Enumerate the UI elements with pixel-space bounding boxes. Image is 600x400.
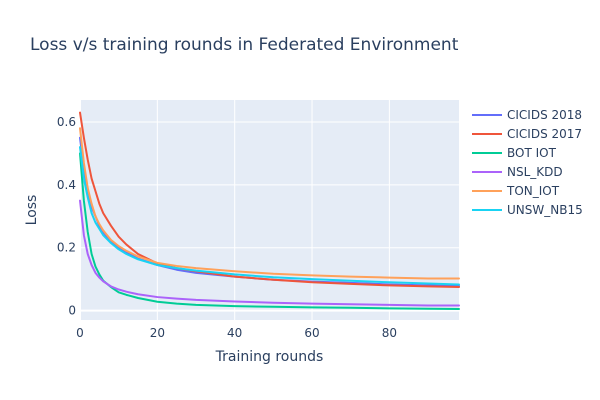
x-tick-label: 0 bbox=[76, 326, 84, 340]
series-line-unsw-nb15 bbox=[79, 146, 460, 286]
legend-label: CICIDS 2017 bbox=[507, 127, 582, 141]
plot-area bbox=[80, 100, 459, 320]
legend: CICIDS 2018 CICIDS 2017 BOT IOT NSL_KDD TON_… bbox=[472, 108, 583, 217]
legend-item[interactable]: BOT IOT bbox=[472, 146, 557, 160]
legend-label: TON_IOT bbox=[506, 184, 560, 198]
legend-label: CICIDS 2018 bbox=[507, 108, 582, 122]
x-tick-label: 80 bbox=[382, 326, 397, 340]
y-tick-label: 0.2 bbox=[57, 241, 76, 255]
y-tick-label: 0.4 bbox=[57, 178, 76, 192]
series-lines bbox=[79, 111, 460, 310]
legend-item[interactable]: TON_IOT bbox=[472, 184, 560, 198]
series-line-bot-iot bbox=[79, 152, 460, 310]
y-axis-title: Loss bbox=[24, 195, 40, 226]
legend-item[interactable]: CICIDS 2017 bbox=[472, 127, 582, 141]
x-axis-title: Training rounds bbox=[215, 349, 324, 365]
y-axis-ticks: 0 0.2 0.4 0.6 bbox=[57, 115, 76, 318]
x-tick-label: 40 bbox=[227, 326, 242, 340]
y-tick-label: 0.6 bbox=[57, 115, 76, 129]
series-line-nsl-kdd bbox=[79, 199, 460, 307]
series-line-ton-iot bbox=[79, 127, 460, 280]
grid-lines bbox=[79, 100, 459, 320]
legend-item[interactable]: NSL_KDD bbox=[472, 165, 563, 179]
y-tick-label: 0 bbox=[68, 304, 76, 318]
x-axis-ticks: 0 20 40 60 80 bbox=[76, 326, 397, 340]
x-tick-label: 20 bbox=[150, 326, 165, 340]
legend-item[interactable]: UNSW_NB15 bbox=[472, 203, 583, 217]
legend-label: BOT IOT bbox=[507, 146, 557, 160]
legend-label: UNSW_NB15 bbox=[507, 203, 583, 217]
legend-item[interactable]: CICIDS 2018 bbox=[472, 108, 582, 122]
legend-label: NSL_KDD bbox=[507, 165, 563, 179]
series-line-cicids-2017 bbox=[79, 111, 460, 288]
x-tick-label: 60 bbox=[304, 326, 319, 340]
chart-title: Loss v/s training rounds in Federated En… bbox=[30, 35, 459, 55]
